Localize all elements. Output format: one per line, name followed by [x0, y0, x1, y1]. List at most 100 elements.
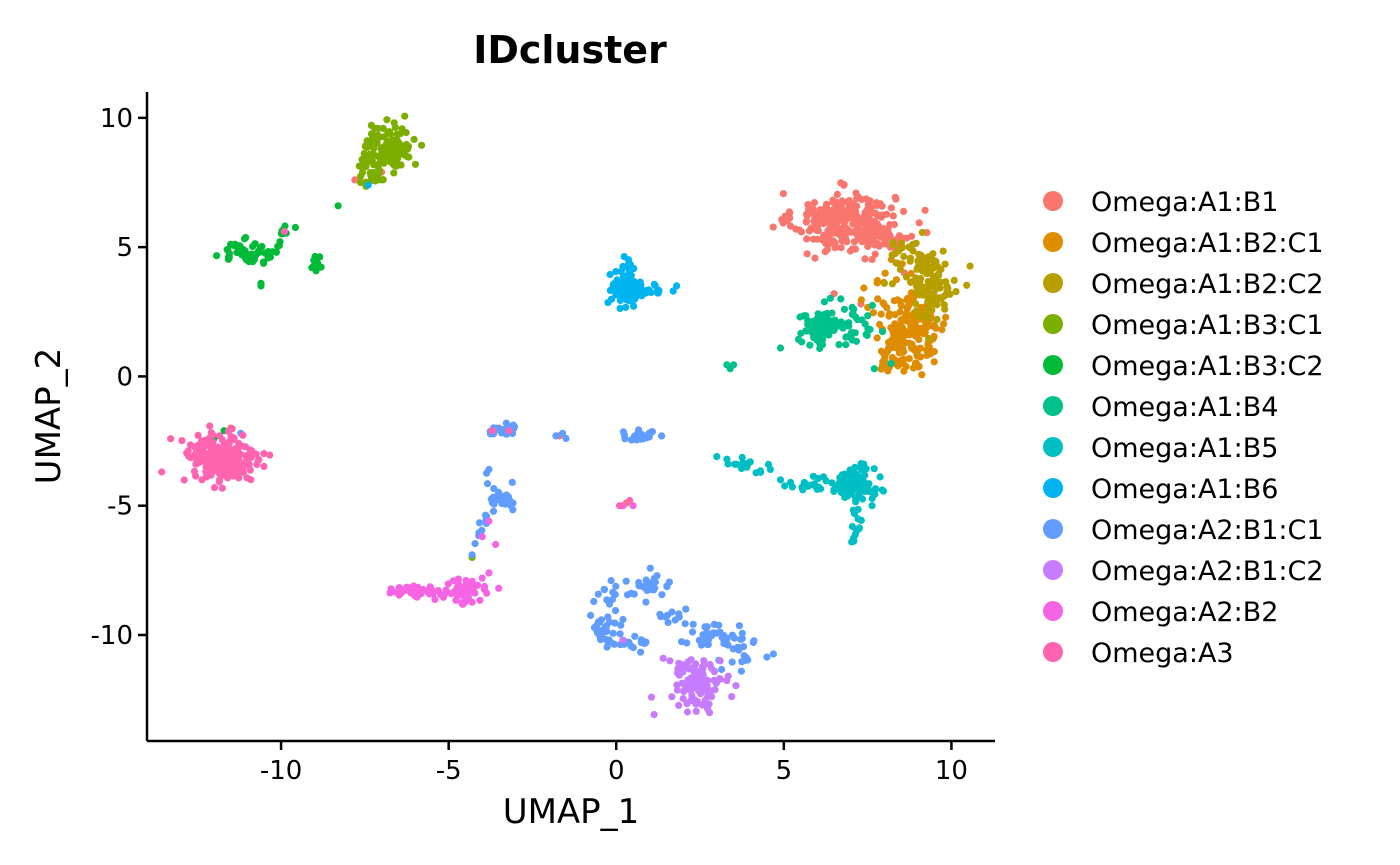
data-point: [698, 701, 707, 709]
data-point: [809, 235, 818, 243]
data-point: [908, 232, 916, 240]
data-point: [431, 595, 439, 604]
data-point: [674, 665, 682, 673]
data-point: [383, 116, 391, 124]
data-point: [843, 492, 852, 500]
data-point: [309, 262, 317, 271]
y-axis-ticks: 10 5 0 -5 -10: [91, 104, 147, 651]
data-point: [227, 448, 235, 456]
data-point: [929, 250, 937, 258]
data-point: [187, 454, 195, 462]
data-point: [928, 306, 936, 314]
data-point: [254, 247, 262, 255]
data-point: [828, 479, 836, 487]
data-point: [682, 605, 690, 613]
data-point: [873, 239, 881, 247]
data-point: [941, 260, 949, 268]
data-point: [879, 349, 888, 357]
y-tick-label: -5: [107, 492, 133, 522]
data-point: [602, 622, 611, 630]
data-point: [891, 320, 899, 328]
legend-label: Omega:A2:B2: [1091, 597, 1278, 628]
data-point: [244, 455, 252, 463]
data-point: [552, 432, 560, 440]
data-point: [317, 263, 325, 271]
data-point: [461, 599, 469, 607]
data-point: [606, 270, 614, 279]
data-point: [848, 328, 856, 337]
data-point: [802, 217, 811, 225]
data-point: [272, 248, 280, 256]
data-point: [607, 295, 616, 303]
x-axis-label: UMAP_1: [503, 792, 640, 832]
data-point: [811, 213, 819, 221]
data-point: [836, 474, 844, 482]
data-point: [622, 303, 630, 311]
data-point: [738, 629, 746, 637]
data-point: [738, 658, 746, 666]
data-point: [466, 588, 474, 596]
data-point: [675, 610, 683, 618]
data-point: [483, 480, 492, 488]
data-point: [814, 474, 822, 482]
data-point: [912, 274, 920, 282]
data-point: [633, 436, 641, 444]
data-point: [769, 650, 778, 658]
data-point: [700, 657, 708, 665]
data-point: [933, 315, 941, 323]
data-point: [217, 463, 225, 471]
data-point: [862, 487, 871, 495]
data-point: [878, 328, 887, 336]
data-point: [614, 279, 622, 287]
data-point: [898, 359, 906, 368]
data-point: [740, 643, 748, 651]
data-point: [216, 432, 224, 440]
data-point: [804, 201, 812, 209]
data-point: [471, 581, 479, 589]
data-point: [351, 176, 359, 184]
data-point: [642, 287, 650, 295]
data-point: [901, 339, 910, 347]
data-point: [924, 341, 932, 349]
data-point: [384, 128, 392, 136]
data-point: [692, 660, 700, 668]
data-point: [378, 176, 387, 184]
data-point: [826, 294, 834, 302]
data-point: [902, 273, 911, 281]
x-tick-label: -10: [260, 756, 302, 786]
data-point: [900, 207, 908, 215]
data-point: [938, 326, 946, 334]
data-point: [858, 316, 866, 324]
data-point: [833, 190, 842, 198]
data-point: [892, 195, 900, 203]
data-point: [855, 225, 863, 233]
data-point: [894, 259, 902, 267]
data-point: [607, 577, 615, 585]
data-point: [868, 301, 877, 309]
legend-marker: [1043, 560, 1063, 580]
data-point: [890, 220, 899, 229]
data-point: [387, 141, 395, 149]
data-point: [803, 250, 811, 258]
data-point: [400, 142, 408, 150]
data-point: [888, 251, 896, 259]
data-point: [873, 211, 881, 219]
data-point: [695, 636, 703, 644]
data-point: [376, 152, 384, 160]
data-point: [636, 430, 644, 438]
data-point: [647, 428, 655, 436]
data-point: [840, 223, 848, 231]
legend-label: Omega:A1:B1: [1091, 187, 1278, 218]
data-point: [737, 667, 746, 675]
data-point: [468, 551, 476, 559]
data-point: [963, 281, 971, 289]
data-point: [377, 145, 385, 153]
data-point: [361, 142, 369, 151]
data-point: [587, 611, 595, 620]
data-point: [236, 242, 244, 250]
data-point: [860, 284, 868, 292]
data-point: [781, 482, 789, 490]
data-point: [728, 693, 736, 701]
legend-marker: [1043, 273, 1063, 293]
